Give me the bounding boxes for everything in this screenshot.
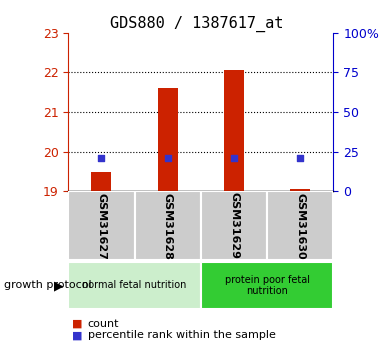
Bar — [158, 88, 177, 191]
Text: GSM31628: GSM31628 — [163, 193, 173, 259]
Point — [165, 155, 171, 160]
Text: normal fetal nutrition: normal fetal nutrition — [82, 280, 187, 290]
Bar — [201, 262, 333, 309]
Text: ■: ■ — [72, 331, 83, 340]
Text: GSM31630: GSM31630 — [295, 193, 305, 259]
Text: count: count — [88, 319, 119, 328]
Bar — [68, 262, 201, 309]
Text: protein poor fetal
nutrition: protein poor fetal nutrition — [225, 275, 310, 296]
Text: percentile rank within the sample: percentile rank within the sample — [88, 331, 276, 340]
Text: GSM31629: GSM31629 — [229, 193, 239, 259]
Bar — [68, 191, 135, 260]
Bar — [267, 191, 333, 260]
Text: ■: ■ — [72, 319, 83, 328]
Bar — [92, 172, 112, 191]
Point — [231, 155, 237, 160]
Text: ▶: ▶ — [54, 279, 63, 292]
Bar — [135, 191, 201, 260]
Text: GSM31627: GSM31627 — [96, 193, 106, 259]
Text: growth protocol: growth protocol — [4, 280, 92, 290]
Bar — [201, 191, 267, 260]
Text: GDS880 / 1387617_at: GDS880 / 1387617_at — [110, 16, 284, 32]
Point — [98, 155, 105, 160]
Bar — [224, 70, 244, 191]
Point — [297, 155, 303, 160]
Bar — [290, 189, 310, 191]
